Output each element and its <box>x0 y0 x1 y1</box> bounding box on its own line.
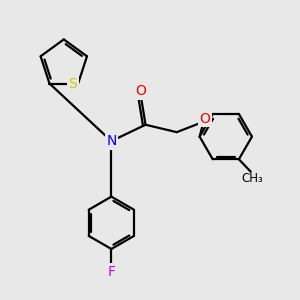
Text: O: O <box>200 112 210 126</box>
Text: S: S <box>68 76 77 91</box>
Text: O: O <box>136 84 146 98</box>
Text: CH₃: CH₃ <box>242 172 263 185</box>
Text: F: F <box>107 265 116 279</box>
Text: N: N <box>106 134 116 148</box>
